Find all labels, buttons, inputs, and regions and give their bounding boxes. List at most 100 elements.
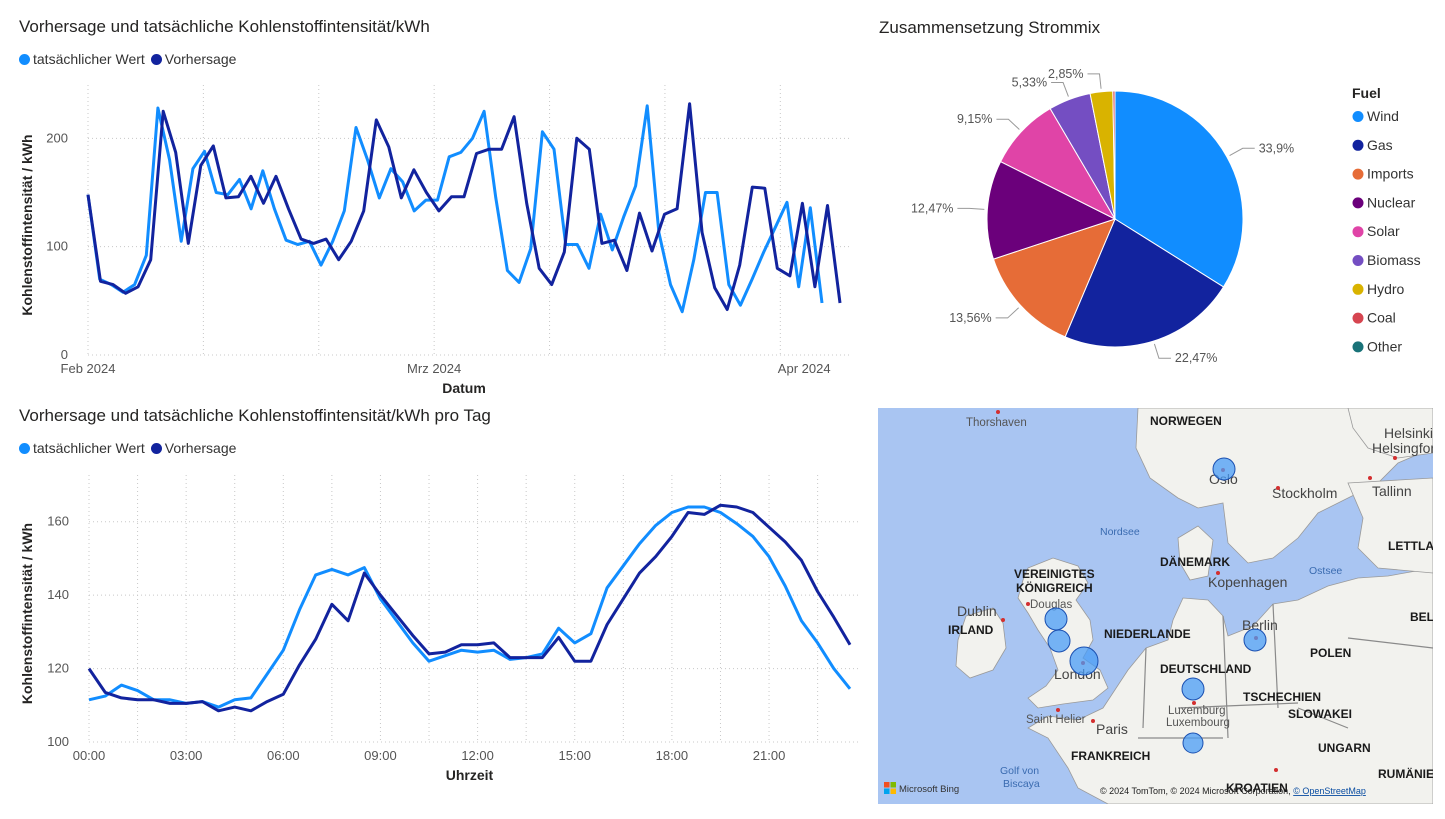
map-bubble[interactable] xyxy=(1044,607,1068,631)
x-tick-label: 00:00 xyxy=(73,748,106,763)
pie-legend-dot-biomass xyxy=(1352,255,1364,266)
label-helsingfors: Helsingfors xyxy=(1372,440,1433,456)
pie-chart[interactable]: 33,9% 22,47% 13,56% 12,47% 9,15% 5,33%2,85% Fu… xyxy=(870,55,1440,385)
pie-legend-dot-imports xyxy=(1352,168,1364,180)
map-osm-link[interactable]: © OpenStreetMap xyxy=(1293,786,1366,796)
pie-leader-biomass xyxy=(1051,82,1069,97)
label-frankreich: FRANKREICH xyxy=(1071,749,1150,763)
bing-logo-text: Microsoft Bing xyxy=(899,784,959,795)
label-thorshaven: Thorshaven xyxy=(966,417,1027,429)
legend-label-actual[interactable]: tatsächlicher Wert xyxy=(33,51,145,67)
pie-legend-dot-hydro xyxy=(1352,283,1364,295)
y-tick-label: 120 xyxy=(47,661,69,676)
label-berlin: Berlin xyxy=(1242,617,1278,633)
x-tick-label: 09:00 xyxy=(364,748,397,763)
pie-legend-title: Fuel xyxy=(1352,85,1381,101)
label-golf-von: Golf von xyxy=(1000,765,1039,777)
x-tick-label: 21:00 xyxy=(753,748,786,763)
pie-leader-imports xyxy=(995,307,1020,319)
label-deutschland: DEUTSCHLAND xyxy=(1160,662,1252,676)
x-tick-label: Mrz 2024 xyxy=(407,361,461,376)
x-axis-title: Uhrzeit xyxy=(446,767,494,783)
country-borders xyxy=(1138,603,1433,739)
chart1-series-forecast[interactable] xyxy=(86,102,842,311)
y-axis-title: Kohlenstoffintensität / kWh xyxy=(19,134,35,315)
map-visual[interactable]: NORWEGEN VEREINIGTES KÖNIGREICH IRLAND N… xyxy=(878,408,1433,804)
pie-legend-label-other[interactable]: Other xyxy=(1367,338,1402,354)
pie-data-label-wind: 33,9% xyxy=(1259,141,1294,155)
label-rumaenien: RUMÄNIEN xyxy=(1378,766,1433,781)
line-chart-2-legend: tatsächlicher Wert Vorhersage xyxy=(19,440,242,456)
pie-slice-coal[interactable] xyxy=(1112,90,1116,220)
label-bel: BEL xyxy=(1410,610,1433,624)
legend-dot-forecast xyxy=(150,442,162,454)
chart2-series-actual[interactable] xyxy=(88,505,852,709)
legend-dot-forecast xyxy=(150,53,162,65)
legend-label-forecast[interactable]: Vorhersage xyxy=(164,51,237,67)
pie-legend-label-nuclear[interactable]: Nuclear xyxy=(1367,194,1416,210)
map-bubble[interactable] xyxy=(1243,628,1267,652)
pie-legend-label-hydro[interactable]: Hydro xyxy=(1367,281,1405,297)
map-bubble[interactable] xyxy=(1182,732,1204,754)
y-tick-label: 200 xyxy=(46,130,68,145)
pie-legend-dot-nuclear xyxy=(1352,197,1364,209)
legend-label-forecast[interactable]: Vorhersage xyxy=(164,440,237,456)
label-irland: IRLAND xyxy=(948,623,994,637)
pie-leader-nuclear xyxy=(957,207,985,210)
map-canvas[interactable]: NORWEGEN VEREINIGTES KÖNIGREICH IRLAND N… xyxy=(878,408,1433,804)
pie-legend-dot-wind xyxy=(1352,111,1364,122)
map-bubble[interactable] xyxy=(1181,677,1205,701)
pie-legend-label-coal[interactable]: Coal xyxy=(1367,310,1396,326)
x-tick-label: 15:00 xyxy=(558,748,591,763)
x-tick-label: 18:00 xyxy=(656,748,689,763)
pie-legend-label-solar[interactable]: Solar xyxy=(1367,223,1400,239)
land-denmark xyxy=(1177,525,1214,581)
line-chart-1-title: Vorhersage und tatsächliche Kohlenstoffi… xyxy=(19,17,430,36)
label-saint-helier: Saint Helier xyxy=(1026,714,1086,726)
chart2-series-forecast[interactable] xyxy=(87,503,852,713)
pie-legend-label-biomass[interactable]: Biomass xyxy=(1367,252,1421,268)
label-kroatien: KROATIEN xyxy=(1226,781,1288,795)
label-ostsee: Ostsee xyxy=(1309,565,1342,577)
land-ireland xyxy=(955,607,1007,679)
y-tick-label: 160 xyxy=(47,514,69,529)
label-dublin: Dublin xyxy=(957,603,997,619)
map-copyright: © 2024 TomTom, © 2024 Microsoft Corporat… xyxy=(1100,786,1366,796)
y-axis-title: Kohlenstoffintensität / kWh xyxy=(19,523,35,704)
pie-slice-gas[interactable] xyxy=(1064,218,1225,348)
land-continent xyxy=(1027,567,1433,804)
pie-legend-dot-coal xyxy=(1352,312,1364,324)
label-ungarn: UNGARN xyxy=(1318,741,1371,755)
x-tick-label: 06:00 xyxy=(267,748,300,763)
pie-legend-label-gas[interactable]: Gas xyxy=(1367,137,1393,153)
label-slowakei: SLOWAKEI xyxy=(1288,707,1352,721)
chart1-series-actual[interactable] xyxy=(86,104,824,314)
pie-slice-imports[interactable] xyxy=(992,218,1116,338)
line-chart-2[interactable]: 100 120 140 160 00:00 03:00 06:00 09:00 12:00 15:… xyxy=(0,465,870,795)
label-paris: Paris xyxy=(1096,721,1128,737)
pie-data-label-hydro: 2,85% xyxy=(1048,67,1083,81)
label-luxembourg: Luxembourg xyxy=(1166,717,1230,729)
pie-legend-label-imports[interactable]: Imports xyxy=(1367,166,1414,182)
x-tick-label: Apr 2024 xyxy=(778,361,831,376)
map-bubble[interactable] xyxy=(1069,646,1099,676)
pie-legend-dot-other xyxy=(1352,341,1364,353)
pie-leader-solar xyxy=(996,118,1020,130)
x-tick-label: Feb 2024 xyxy=(61,361,116,376)
land-baltics xyxy=(1347,477,1433,574)
pie-slice-wind[interactable] xyxy=(1114,90,1244,288)
x-tick-label: 12:00 xyxy=(461,748,494,763)
line-chart-1[interactable]: 0 100 200 Feb 2024 Mrz 2024 Apr 2024 Datum Kohl… xyxy=(0,75,860,405)
label-douglas: Douglas xyxy=(1030,599,1072,611)
x-tick-label: 03:00 xyxy=(170,748,203,763)
label-luxemburg: Luxemburg xyxy=(1168,705,1226,717)
y-tick-label: 0 xyxy=(61,347,68,362)
map-bubble[interactable] xyxy=(1047,629,1071,653)
pie-slice-nuclear[interactable] xyxy=(986,160,1117,260)
map-bubble[interactable] xyxy=(1212,457,1236,481)
pie-leader-hydro xyxy=(1087,73,1102,89)
label-kopenhagen: Kopenhagen xyxy=(1208,574,1287,590)
pie-legend-label-wind[interactable]: Wind xyxy=(1367,108,1399,124)
land-scandinavia xyxy=(1135,408,1433,564)
legend-label-actual[interactable]: tatsächlicher Wert xyxy=(33,440,145,456)
